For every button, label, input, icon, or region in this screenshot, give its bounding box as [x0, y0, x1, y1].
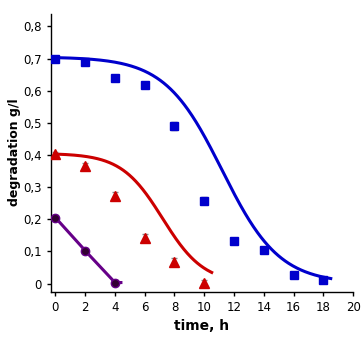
Y-axis label: degradation g/l: degradation g/l [8, 99, 20, 206]
X-axis label: time, h: time, h [174, 319, 230, 333]
